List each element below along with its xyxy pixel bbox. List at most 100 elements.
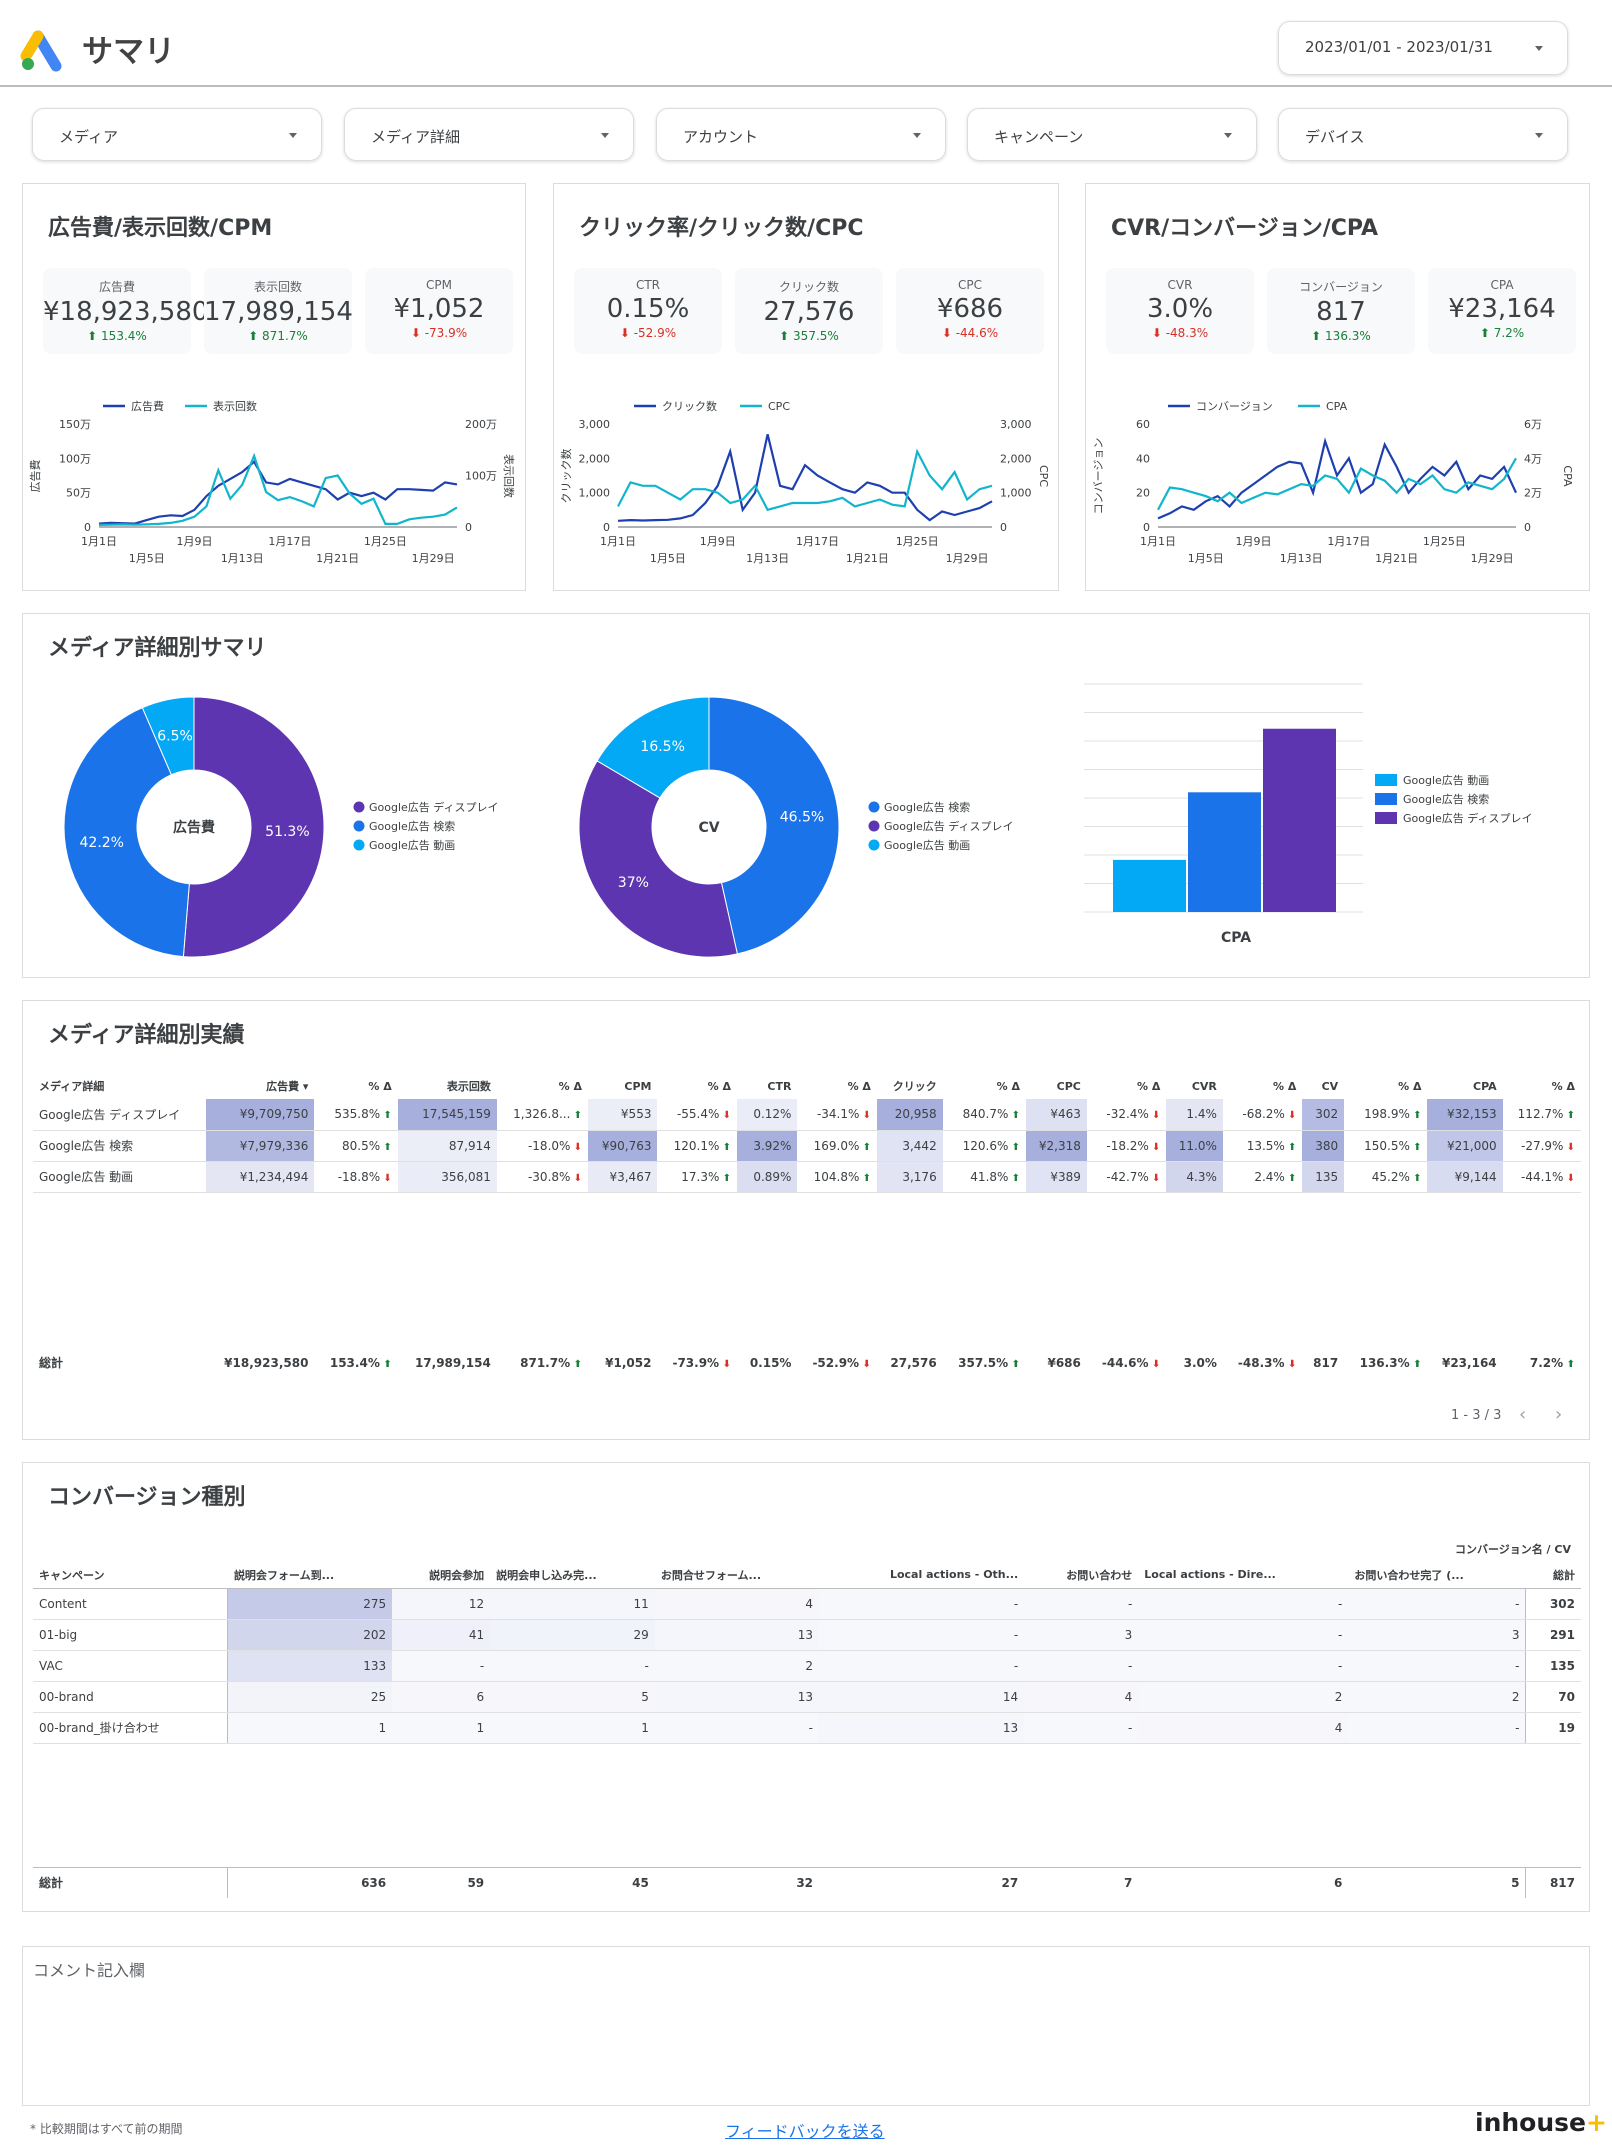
arrow-up-icon: ⬆ bbox=[1563, 1110, 1575, 1122]
filter-device[interactable]: デバイス bbox=[1278, 108, 1568, 161]
total-cell: 3.0% bbox=[1166, 1347, 1223, 1378]
column-header[interactable]: % Δ bbox=[707, 1079, 731, 1093]
cell-value: -68.2% bbox=[1242, 1107, 1285, 1122]
filter-account[interactable]: アカウント bbox=[656, 108, 946, 161]
column-header[interactable]: クリック bbox=[892, 1080, 937, 1093]
column-header[interactable]: % Δ bbox=[368, 1079, 392, 1093]
column-header[interactable]: % Δ bbox=[847, 1079, 871, 1093]
bar-0 bbox=[1113, 859, 1186, 912]
column-header[interactable]: Local actions - Oth... bbox=[819, 1562, 1025, 1589]
comment-label: コメント記入欄 bbox=[33, 1961, 146, 1980]
column-header[interactable]: % Δ bbox=[1551, 1079, 1575, 1093]
cell-value: 135 bbox=[1315, 1169, 1339, 1184]
total-cell: 45 bbox=[490, 1866, 655, 1898]
table-cell: - bbox=[819, 1650, 1025, 1682]
kpi-delta-value: 7.2% bbox=[1493, 326, 1525, 340]
column-header[interactable]: 説明会申し込み完... bbox=[490, 1562, 655, 1589]
filter-label: メディア bbox=[59, 128, 118, 146]
next-page-icon[interactable]: › bbox=[1555, 1404, 1563, 1425]
table-cell: 4 bbox=[1024, 1681, 1139, 1713]
legend-label: CPA bbox=[1326, 400, 1348, 413]
table-cell: 29 bbox=[490, 1619, 655, 1651]
kpi-delta: ⬇ -73.9% bbox=[365, 326, 513, 340]
arrow-up-icon: ⬆ bbox=[570, 1358, 582, 1370]
x-tick-label: 1月9日 bbox=[1235, 535, 1271, 548]
filter-media[interactable]: メディア bbox=[32, 108, 322, 161]
column-header[interactable]: お問い合わせ bbox=[1024, 1562, 1139, 1589]
column-header[interactable]: キャンペーン bbox=[33, 1562, 228, 1589]
filter-label: メディア詳細 bbox=[371, 128, 460, 146]
arrow-down-icon: ⬇ bbox=[719, 1358, 731, 1370]
arrow-up-icon: ⬆ bbox=[779, 329, 794, 343]
column-header[interactable]: メディア詳細 bbox=[39, 1080, 105, 1093]
column-header[interactable]: % Δ bbox=[1137, 1079, 1161, 1093]
cell-value: -30.8% bbox=[527, 1169, 571, 1184]
arrow-up-icon: ⬆ bbox=[570, 1110, 582, 1122]
arrow-down-icon: ⬇ bbox=[941, 326, 956, 340]
chevron-down-icon bbox=[913, 133, 921, 138]
column-header[interactable]: 広告費 ▾ bbox=[266, 1080, 309, 1093]
column-header[interactable]: CPC bbox=[1056, 1079, 1081, 1093]
column-header[interactable]: % Δ bbox=[996, 1079, 1020, 1093]
table-cell: 3 bbox=[1024, 1619, 1139, 1651]
y2-tick-label: 200万 bbox=[465, 418, 497, 431]
arrow-up-icon: ⬆ bbox=[1008, 1358, 1020, 1370]
column-header[interactable]: お問い合わせ完了 (... bbox=[1348, 1562, 1526, 1589]
filter-media-detail[interactable]: メディア詳細 bbox=[344, 108, 634, 161]
column-header[interactable]: CPM bbox=[624, 1079, 652, 1093]
cell-value: 150.5% bbox=[1364, 1138, 1410, 1153]
cell-value: ¥553 bbox=[620, 1107, 652, 1122]
table-cell: -44.1% ⬇ bbox=[1502, 1161, 1581, 1193]
table-cell: 1 bbox=[392, 1712, 491, 1744]
column-header[interactable]: CVR bbox=[1191, 1079, 1217, 1093]
table-cell: 3 bbox=[1348, 1619, 1526, 1651]
kpi-value: 17,989,154 bbox=[204, 297, 353, 327]
feedback-link[interactable]: フィードバックを送る bbox=[725, 2122, 885, 2141]
prev-page-icon[interactable]: ‹ bbox=[1519, 1404, 1527, 1425]
table-cell: -34.1% ⬇ bbox=[797, 1099, 877, 1131]
column-header[interactable]: お問合せフォーム... bbox=[654, 1562, 820, 1589]
column-header[interactable]: % Δ bbox=[1273, 1079, 1297, 1093]
filter-campaign[interactable]: キャンペーン bbox=[967, 108, 1257, 161]
table-row: Content 275 12 11 4 - - - - 302 bbox=[33, 1588, 1581, 1620]
y2-axis-label: 表示回数 bbox=[502, 454, 516, 498]
x-tick-label: 1月5日 bbox=[129, 552, 165, 565]
column-header[interactable]: CV bbox=[1321, 1079, 1339, 1093]
cell-value: -27.9% bbox=[1520, 1138, 1564, 1153]
total-cell: 59 bbox=[392, 1866, 491, 1898]
column-header[interactable]: CPA bbox=[1473, 1079, 1497, 1093]
column-header[interactable]: 説明会参加 bbox=[392, 1562, 491, 1589]
panel-title: CVR/コンバージョン/CPA bbox=[1111, 216, 1379, 241]
column-header[interactable]: 総計 bbox=[1525, 1562, 1581, 1589]
kpi-label: CPA bbox=[1490, 278, 1514, 292]
x-tick-label: 1月25日 bbox=[1423, 535, 1466, 548]
legend-swatch bbox=[1375, 812, 1397, 824]
table-total-row: 総計 ¥18,923,580 153.4% ⬆ 17,989,154 871.7% ⬆ ¥… bbox=[33, 1347, 1581, 1378]
empty-cell bbox=[33, 1223, 1581, 1254]
total-cell: -48.3% ⬇ bbox=[1223, 1347, 1303, 1378]
column-header[interactable]: 表示回数 bbox=[446, 1080, 491, 1093]
table-header-row: キャンペーン 説明会フォーム到... 説明会参加 説明会申し込み完... お問合せフォー… bbox=[33, 1562, 1581, 1589]
arrow-up-icon: ⬆ bbox=[1409, 1141, 1422, 1153]
column-header[interactable]: CTR bbox=[767, 1079, 792, 1093]
total-cell: 357.5% ⬆ bbox=[943, 1347, 1026, 1378]
column-header[interactable]: 説明会フォーム到... bbox=[227, 1562, 393, 1589]
cell-value: -52.9% bbox=[812, 1355, 860, 1370]
column-header[interactable]: % Δ bbox=[558, 1079, 582, 1093]
column-header[interactable]: Local actions - Dire... bbox=[1138, 1562, 1349, 1589]
column-header[interactable]: % Δ bbox=[1398, 1079, 1422, 1093]
empty-cell bbox=[33, 1836, 1581, 1867]
total-cell: ¥1,052 bbox=[588, 1347, 657, 1378]
table-cell: 2 bbox=[1348, 1681, 1526, 1713]
table-cell: 840.7% ⬆ bbox=[942, 1099, 1026, 1131]
cell-value: 291 bbox=[1549, 1627, 1575, 1642]
date-range-picker[interactable]: 2023/01/01 - 2023/01/31 bbox=[1278, 21, 1568, 75]
cell-value: 3,176 bbox=[902, 1169, 937, 1184]
empty-row bbox=[33, 1743, 1581, 1774]
cell-value: 120.1% bbox=[673, 1138, 720, 1153]
kpi-delta: ⬆ 7.2% bbox=[1428, 326, 1576, 340]
cell-value: 1 bbox=[378, 1720, 387, 1735]
kpi-delta: ⬇ -52.9% bbox=[574, 326, 722, 340]
cell-value: 41.8% bbox=[970, 1169, 1009, 1184]
comment-panel[interactable]: コメント記入欄 bbox=[22, 1946, 1590, 2106]
